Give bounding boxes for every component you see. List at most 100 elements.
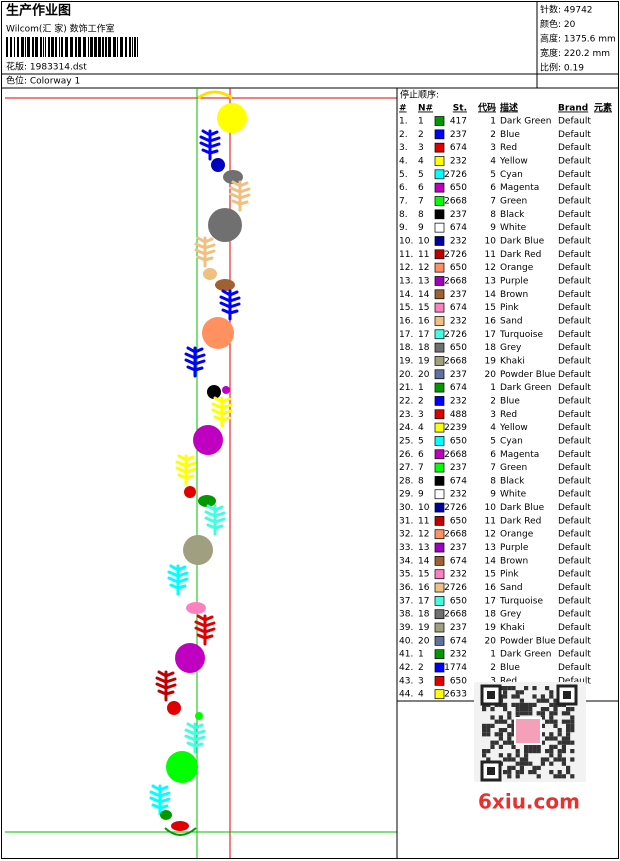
design-shape <box>207 385 221 399</box>
table-cell: Default <box>558 356 591 366</box>
color-swatch <box>434 262 445 273</box>
table-cell: 11 <box>418 250 429 260</box>
qr-cell <box>561 774 566 779</box>
table-cell: 4 <box>490 423 496 433</box>
table-cell: 37. <box>399 596 413 606</box>
table-cell: 10 <box>418 236 430 246</box>
table-cell: Red <box>500 410 517 420</box>
qr-cell <box>524 744 529 749</box>
table-cell: Default <box>558 130 591 140</box>
summary: 针数: 49742 颜色: 20 高度: 1375.6 mm 宽度: 220.2 mm… <box>540 4 616 74</box>
color-swatch <box>434 236 445 246</box>
table-cell: 1 <box>418 117 424 127</box>
table-cell: 13 <box>485 276 496 286</box>
bar <box>120 37 123 57</box>
table-cell: 14 <box>485 556 497 566</box>
table-cell: 488 <box>450 410 467 420</box>
qr-cell <box>519 690 524 695</box>
qr-cell <box>566 728 571 733</box>
design-shape <box>211 158 225 172</box>
qr-cell <box>570 757 575 762</box>
design-shape <box>202 317 234 349</box>
qr-cell <box>503 757 508 762</box>
color-swatch <box>434 649 445 660</box>
qr-cell <box>482 753 487 758</box>
table-cell: Default <box>558 290 591 300</box>
bar <box>78 37 81 57</box>
qr-cell <box>524 761 529 766</box>
barcode <box>6 37 138 57</box>
qr-cell <box>570 719 575 724</box>
table-cell: 8. <box>399 210 408 220</box>
table-cell: 16 <box>418 316 430 326</box>
table-cell: Orange <box>500 263 534 273</box>
color-swatch <box>434 622 445 633</box>
table-cell: Blue <box>500 396 520 406</box>
watermark: 6xiu.com <box>478 790 580 814</box>
table-cell: 11 <box>485 250 496 260</box>
table-cell: 23. <box>399 410 413 420</box>
table-cell: 2726 <box>444 170 467 180</box>
bar <box>51 37 54 57</box>
qr-cell <box>553 702 558 707</box>
qr-cell <box>507 711 512 716</box>
table-cell: 15 <box>485 303 496 313</box>
table-cell: Default <box>558 143 591 153</box>
qr-cell <box>528 744 533 749</box>
table-cell: Purple <box>500 543 529 553</box>
table-cell: 18 <box>485 610 497 620</box>
qr-cell <box>507 770 512 775</box>
qr-cell <box>486 723 491 728</box>
table-cell: 1 <box>490 383 496 393</box>
qr-cell <box>532 694 537 699</box>
summary-item: 高度: 1375.6 mm <box>540 33 616 45</box>
qr-cell <box>524 757 529 762</box>
bar <box>55 37 57 57</box>
table-cell: Grey <box>500 610 522 620</box>
qr-cell <box>519 770 524 775</box>
design-shape <box>222 386 230 394</box>
table-cell: 2726 <box>444 330 467 340</box>
color-swatch <box>434 209 445 220</box>
table-cell: 237 <box>450 370 467 380</box>
qr-cell <box>528 749 533 754</box>
table-cell: 237 <box>450 210 467 220</box>
qr-cell <box>566 770 571 775</box>
table-cell: 13 <box>418 543 429 553</box>
bar <box>25 37 26 57</box>
table-cell: 17. <box>399 330 413 340</box>
qr-cell <box>498 728 503 733</box>
qr-cell <box>507 736 512 741</box>
table-cell: Pink <box>500 303 519 313</box>
table-cell: Green <box>500 463 527 473</box>
table-cell: 10 <box>485 503 497 513</box>
qr-cell <box>511 765 516 770</box>
design-shape <box>193 425 223 455</box>
qr-cell <box>549 715 554 720</box>
color-swatch <box>434 569 445 580</box>
table-cell: 2 <box>418 130 424 140</box>
table-cell: 674 <box>450 636 467 646</box>
table-cell: Pink <box>500 570 519 580</box>
table-cell: 15 <box>418 570 429 580</box>
table-cell: 43. <box>399 676 413 686</box>
qr-cell <box>549 694 554 699</box>
qr-cell <box>515 753 520 758</box>
table-cell: 14 <box>485 290 497 300</box>
table-cell: 5 <box>418 170 424 180</box>
qr-cell <box>490 740 495 745</box>
qr-cell <box>553 719 558 724</box>
qr-cell <box>540 694 545 699</box>
qr-cell <box>545 698 550 703</box>
table-cell: 650 <box>450 263 467 273</box>
color-swatch <box>434 556 445 566</box>
table-cell: Default <box>558 610 591 620</box>
qr-cell <box>511 686 516 691</box>
bar <box>6 37 8 57</box>
table-cell: 10. <box>399 236 413 246</box>
qr-cell <box>511 702 516 707</box>
table-cell: 18 <box>485 343 497 353</box>
color-swatch <box>434 596 445 606</box>
qr-cell <box>532 702 537 707</box>
